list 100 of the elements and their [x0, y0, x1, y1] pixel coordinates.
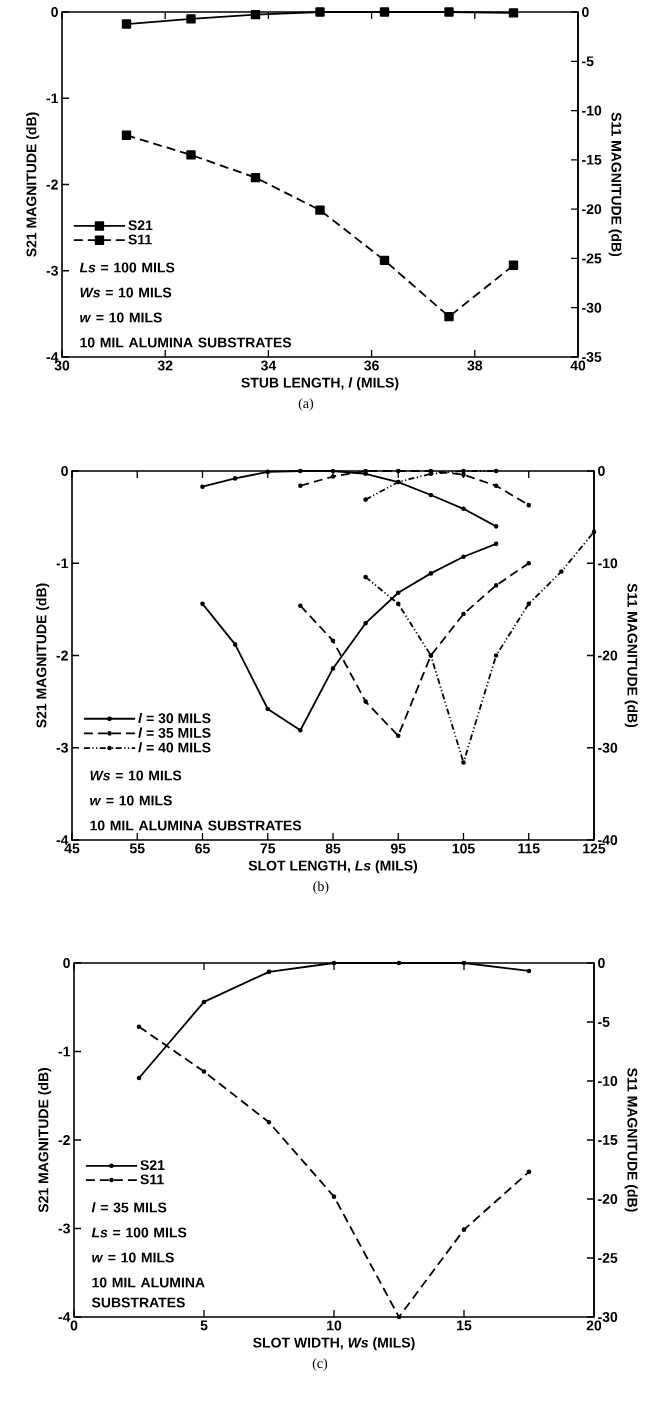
x-tick-label: 38: [467, 360, 483, 371]
y2-tick-label: -40: [598, 835, 618, 845]
x-tick-label: 115: [518, 843, 540, 854]
y-tick-label: -2: [56, 650, 68, 661]
y2-axis-title: S11 MAGNITUDE (dB): [624, 1068, 638, 1212]
y2-axis-title: S11 MAGNITUDE (dB): [624, 583, 638, 728]
y-tick-label: 0: [51, 7, 58, 17]
point: [250, 172, 261, 183]
text: (b): [313, 881, 329, 894]
point: [428, 571, 434, 576]
point: [526, 502, 532, 508]
legend-label: S11: [140, 1174, 164, 1185]
point: [461, 611, 466, 617]
annotation: w = 10 MILS: [80, 312, 162, 323]
y2-tick-label: -30: [598, 742, 618, 753]
y2-tick-label: -30: [582, 302, 602, 313]
point: [395, 601, 401, 607]
text: (a): [298, 398, 314, 411]
point: [330, 474, 336, 479]
annotation: 10 MIL ALUMINA SUBSTRATES: [80, 337, 292, 348]
point: [508, 8, 519, 18]
point: [331, 960, 337, 966]
y2-tick-label: 0: [598, 958, 605, 968]
x-tick-label: 0: [70, 1320, 78, 1331]
x-axis-title: SLOT WIDTH, Ws (MILS): [253, 1337, 415, 1351]
y-tick-label: -4: [58, 1312, 71, 1322]
point: [396, 1314, 402, 1320]
point: [200, 484, 205, 489]
point: [363, 620, 368, 626]
x-tick-label: 15: [457, 1320, 472, 1331]
x-tick-label: 65: [195, 843, 210, 854]
legend-label: S21: [140, 1160, 165, 1171]
point: [461, 506, 466, 512]
point: [363, 497, 368, 502]
point: [266, 969, 272, 975]
point: [201, 1069, 207, 1074]
point: [493, 583, 499, 588]
point: [396, 960, 402, 966]
y2-tick-label: -5: [598, 1017, 610, 1027]
y2-tick-label: 0: [598, 466, 605, 476]
x-tick-label: 5: [200, 1320, 208, 1331]
point: [379, 255, 390, 266]
point: [493, 483, 499, 489]
point: [395, 468, 401, 474]
y-tick-label: -2: [58, 1135, 70, 1145]
point: [395, 590, 401, 596]
y-tick-label: -4: [56, 835, 69, 845]
y2-tick-label: -25: [582, 253, 602, 264]
point: [265, 706, 271, 712]
legend-label: l = 30 MILS: [138, 712, 211, 724]
point: [379, 7, 390, 17]
x-tick-label: 45: [64, 843, 80, 854]
text: (c): [312, 1358, 328, 1371]
point: [298, 727, 303, 733]
point: [526, 1169, 532, 1175]
point: [444, 311, 454, 322]
point: [186, 150, 196, 160]
y-axis-title: S21 MAGNITUDE (dB): [38, 1067, 52, 1213]
point: [315, 205, 325, 215]
x-tick-label: 55: [129, 843, 145, 854]
annotation: Ws = 10 MILS: [90, 770, 182, 781]
x-tick-label: 125: [583, 843, 606, 854]
x-tick-label: 105: [452, 843, 475, 854]
legend-label: S21: [128, 220, 153, 231]
point: [363, 574, 368, 580]
point: [444, 7, 454, 17]
point: [330, 666, 336, 671]
x-tick-label: 34: [260, 360, 277, 371]
point: [526, 968, 532, 974]
point: [493, 524, 499, 529]
point: [232, 642, 238, 647]
x-tick-label: 32: [157, 360, 173, 371]
y-tick-label: -4: [46, 352, 59, 362]
x-tick-label: 85: [325, 843, 341, 854]
y2-tick-label: -25: [598, 1253, 618, 1263]
y2-tick-label: -5: [582, 56, 594, 67]
point: [461, 760, 466, 765]
y2-tick-label: -15: [582, 154, 602, 165]
y2-tick-label: -35: [582, 352, 602, 362]
point: [493, 653, 499, 658]
legend-label: l = 35 MILS: [138, 727, 211, 738]
y2-tick-label: -20: [582, 204, 602, 215]
y-tick-label: -3: [56, 742, 68, 753]
point: [265, 469, 271, 475]
x-tick-label: 75: [260, 843, 276, 854]
point: [461, 554, 466, 560]
x-axis-title: SLOT LENGTH, Ls (MILS): [248, 860, 418, 874]
legend-label: l = 40 MILS: [138, 742, 211, 753]
point: [136, 1075, 142, 1081]
point: [395, 733, 401, 739]
point: [461, 468, 466, 474]
point: [232, 476, 238, 481]
point: [461, 1227, 467, 1232]
y2-tick-label: -15: [598, 1135, 618, 1145]
y2-tick-label: -10: [598, 558, 618, 569]
x-tick-label: 36: [364, 360, 379, 371]
point: [526, 601, 532, 607]
point: [330, 638, 336, 644]
y2-tick-label: 0: [582, 7, 589, 17]
point: [461, 960, 467, 966]
